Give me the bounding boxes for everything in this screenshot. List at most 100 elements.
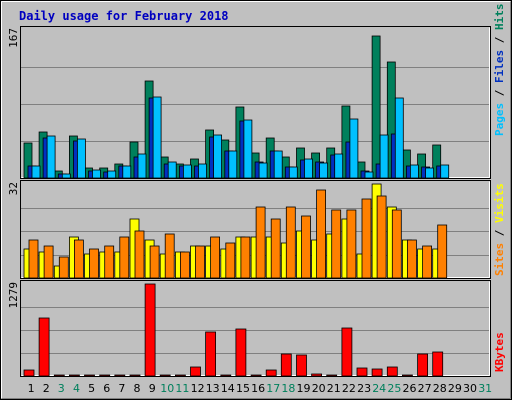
x-tick-label-day-11: 11 (175, 382, 189, 395)
bar-sites-day-3 (58, 256, 69, 279)
bar-hits-day-24 (371, 35, 381, 179)
legend-entry-files: Files (493, 50, 506, 83)
bar-pages-day-17 (273, 150, 283, 179)
bar-kbytes-day-23 (356, 367, 368, 377)
bar-sites-day-12 (195, 245, 205, 279)
bar-kbytes-day-8 (129, 374, 141, 377)
bar-sites-day-24 (376, 195, 387, 279)
x-tick-label-day-28: 28 (433, 382, 447, 395)
bar-sites-day-9 (149, 245, 160, 279)
bar-pages-day-10 (167, 161, 177, 179)
x-tick-label-day-14: 14 (221, 382, 235, 395)
bar-kbytes-day-19 (296, 354, 307, 377)
x-tick-label-day-1: 1 (28, 382, 35, 395)
bar-kbytes-day-10 (159, 374, 171, 377)
bar-pages-day-20 (319, 162, 329, 179)
legend-entry-sep: / (493, 30, 506, 50)
x-tick-label-day-5: 5 (88, 382, 95, 395)
bar-sites-day-14 (225, 242, 236, 279)
bar-pages-day-26 (409, 164, 419, 179)
y-max-label: 32 (7, 182, 20, 195)
bar-pages-day-19 (304, 158, 313, 179)
bar-kbytes-day-5 (84, 374, 95, 377)
bar-kbytes-day-2 (38, 317, 50, 377)
bar-sites-day-18 (285, 206, 296, 279)
legend-entry-sites: Sites (493, 243, 506, 276)
bar-kbytes-day-4 (69, 374, 80, 377)
chart-title: Daily usage for February 2018 (19, 9, 229, 23)
bar-sites-day-28 (437, 224, 448, 279)
bar-kbytes-day-9 (144, 283, 156, 377)
bar-sites-day-26 (406, 239, 417, 279)
x-tick-label-day-17: 17 (266, 382, 280, 395)
bar-pages-day-14 (228, 150, 238, 179)
bar-pages-day-16 (258, 162, 268, 179)
x-tick-label-day-31: 31 (478, 382, 492, 395)
bar-pages-day-9 (152, 96, 162, 179)
bar-sites-day-16 (255, 206, 266, 279)
x-tick-label-day-23: 23 (357, 382, 371, 395)
bar-sites-day-10 (164, 233, 175, 279)
bar-sites-day-8 (134, 230, 145, 279)
bar-pages-day-6 (107, 170, 117, 179)
x-tick-label-day-26: 26 (403, 382, 417, 395)
x-tick-label-day-2: 2 (43, 382, 50, 395)
legend-entry-sep: / (493, 223, 506, 243)
bar-pages-day-25 (394, 97, 404, 179)
bar-sites-day-27 (422, 245, 433, 279)
bar-pages-day-11 (182, 164, 192, 179)
bar-pages-day-5 (92, 169, 101, 179)
x-tick-label-day-20: 20 (312, 382, 326, 395)
x-tick-label-day-22: 22 (342, 382, 356, 395)
panel-hits-files-pages: 167 Pages / Files / Hits (7, 4, 506, 179)
series-kbytes (23, 283, 444, 377)
bar-pages-day-12 (198, 163, 207, 179)
bar-sites-day-2 (43, 245, 54, 279)
bar-sites-day-4 (74, 239, 84, 279)
bar-kbytes-day-21 (326, 374, 338, 377)
bar-kbytes-day-18 (280, 353, 292, 377)
bar-sites-day-6 (104, 245, 115, 279)
legend-visits-sites: Sites / Visits (493, 183, 506, 276)
bar-kbytes-day-25 (386, 366, 398, 377)
bar-sites-day-13 (210, 236, 221, 279)
bar-sites-day-7 (119, 236, 130, 279)
bar-sites-day-22 (346, 209, 357, 279)
bar-sites-day-19 (301, 215, 311, 279)
x-tick-label-day-25: 25 (387, 382, 401, 395)
legend-hits-files-pages: Pages / Files / Hits (493, 4, 506, 137)
legend-entry-pages: Pages (493, 103, 506, 136)
bar-kbytes-day-14 (220, 374, 232, 377)
bar-pages-day-1 (31, 165, 41, 179)
bar-pages-day-22 (349, 118, 359, 179)
x-tick-label-day-9: 9 (149, 382, 156, 395)
bar-sites-day-21 (331, 209, 342, 279)
bar-kbytes-day-22 (341, 327, 353, 377)
panel-visits-sites: 32 Sites / Visits (7, 180, 506, 279)
bar-pages-day-13 (213, 134, 223, 179)
bar-sites-day-17 (270, 218, 281, 279)
bar-kbytes-day-13 (205, 331, 217, 377)
x-tick-label-day-21: 21 (327, 382, 341, 395)
x-tick-label-day-8: 8 (134, 382, 141, 395)
series-sites (28, 189, 448, 279)
bar-kbytes-day-17 (265, 369, 277, 377)
x-tick-label-day-29: 29 (448, 382, 462, 395)
bar-pages-day-27 (425, 167, 435, 179)
bar-kbytes-day-26 (401, 374, 413, 377)
bar-kbytes-day-16 (250, 374, 262, 377)
bar-pages-day-8 (137, 153, 147, 179)
x-tick-label-day-18: 18 (281, 382, 295, 395)
legend-entry-hits: Hits (493, 4, 506, 31)
bar-kbytes-day-27 (417, 353, 429, 377)
legend-entry-kbytes: KBytes (493, 332, 506, 372)
x-tick-label-day-24: 24 (372, 382, 386, 395)
panel-kbytes: 1279 KBytes (7, 280, 506, 377)
bar-sites-day-11 (179, 251, 190, 279)
panel-background (20, 280, 491, 377)
bar-kbytes-day-15 (235, 328, 247, 377)
bar-sites-day-23 (361, 198, 372, 279)
x-tick-label-day-27: 27 (418, 382, 432, 395)
x-tick-label-day-6: 6 (103, 382, 110, 395)
